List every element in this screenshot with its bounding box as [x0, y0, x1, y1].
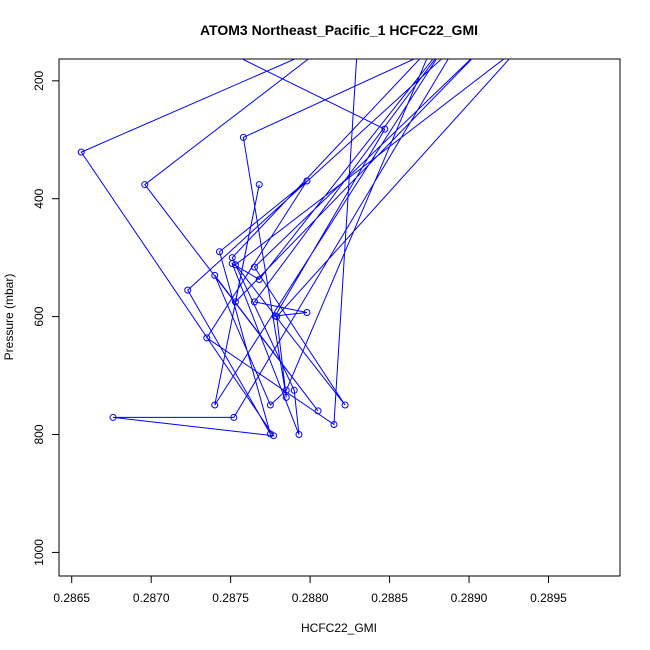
data-point — [295, 431, 303, 439]
data-point — [330, 420, 338, 428]
x-tick-label: 0.2880 — [292, 591, 329, 605]
data-point — [266, 430, 274, 438]
data-point — [341, 401, 349, 409]
data-point — [271, 312, 279, 320]
x-tick-label: 0.2885 — [371, 591, 408, 605]
x-tick-label: 0.2895 — [530, 591, 567, 605]
data-point — [231, 298, 239, 306]
data-point — [250, 263, 258, 271]
data-point — [141, 181, 149, 189]
data-point — [314, 407, 322, 415]
data-point — [211, 401, 219, 409]
chart-title: ATOM3 Northeast_Pacific_1 HCFC22_GMI — [200, 22, 478, 38]
x-tick-label: 0.2865 — [53, 591, 90, 605]
y-tick-label: 400 — [32, 188, 46, 208]
x-tick-label: 0.2890 — [451, 591, 488, 605]
data-point — [303, 308, 311, 316]
data-point — [266, 401, 274, 409]
x-axis-label: HCFC22_GMI — [301, 621, 377, 635]
y-tick-label: 600 — [32, 306, 46, 326]
y-tick-label: 200 — [32, 70, 46, 90]
data-point — [255, 181, 263, 189]
data-point — [184, 286, 192, 294]
data-point — [230, 413, 238, 421]
data-point — [77, 148, 85, 156]
data-point — [282, 393, 290, 401]
y-tick-label: 800 — [32, 424, 46, 444]
x-axis: 0.2865 0.2870 0.2875 0.2880 0.2885 0.2890 0.28… — [53, 576, 567, 605]
y-axis-label: Pressure (mbar) — [2, 274, 16, 361]
y-tick-label: 1000 — [32, 539, 46, 566]
data-point — [303, 177, 311, 185]
x-tick-label: 0.2875 — [212, 591, 249, 605]
data-point — [216, 248, 224, 256]
plot-frame — [58, 58, 621, 577]
data-point — [211, 271, 219, 279]
data-point — [228, 260, 236, 268]
data-point — [239, 133, 247, 141]
data-point — [290, 386, 298, 394]
y-axis: 200 400 600 800 1000 — [32, 70, 59, 566]
data-point — [250, 298, 258, 306]
data-point — [203, 334, 211, 342]
data-point — [109, 413, 117, 421]
data-point — [255, 275, 263, 283]
data-point — [231, 261, 239, 269]
series-layer — [77, 59, 510, 440]
x-tick-label: 0.2870 — [133, 591, 170, 605]
data-point — [282, 386, 290, 394]
series-line — [80, 59, 510, 437]
data-point — [381, 125, 389, 133]
